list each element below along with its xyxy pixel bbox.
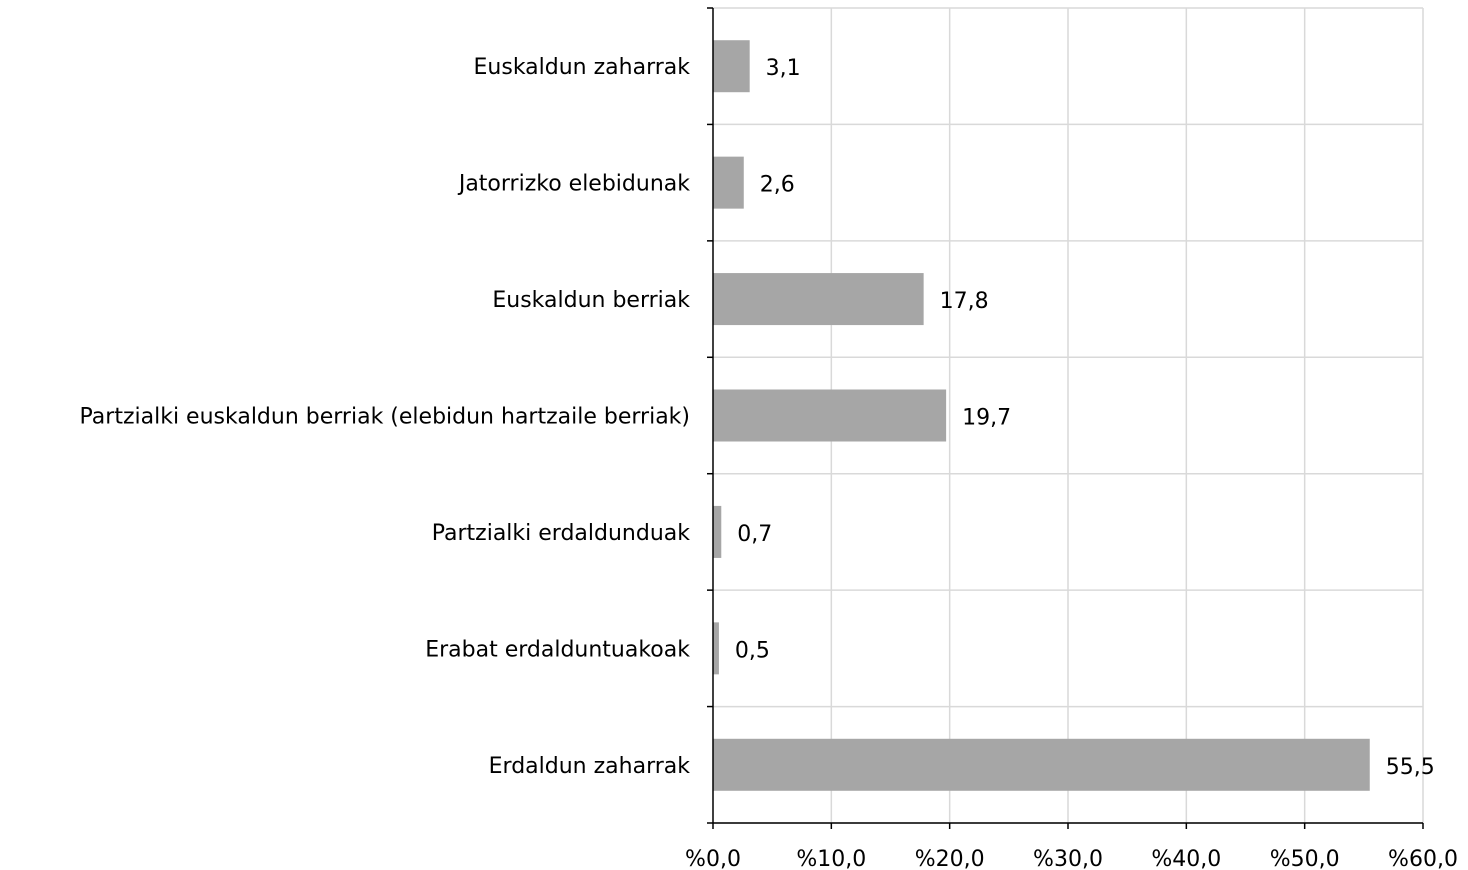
data-label: 0,5 [735,638,770,663]
category-label: Jatorrizko elebidunak [457,172,690,197]
labels: Euskaldun zaharrak 3,1 Jatorrizko elebidun… [80,55,1458,870]
bars [713,40,1370,791]
bar [713,622,719,675]
bar [713,389,947,442]
gridlines [713,7,1424,824]
x-tick-label: %10,0 [796,847,866,870]
data-label: 0,7 [737,522,772,547]
x-tick-label: %30,0 [1033,847,1103,870]
x-tick-label: %40,0 [1151,847,1221,870]
data-label: 2,6 [760,173,795,198]
category-label: Euskaldun berriak [492,288,690,313]
data-label: 55,5 [1386,755,1435,780]
bar [713,738,1370,791]
x-tick-label: %50,0 [1270,847,1340,870]
bar [713,273,924,326]
category-label: Partzialki euskaldun berriak (elebidun h… [80,405,690,430]
data-label: 19,7 [962,406,1011,431]
axes [707,7,1424,829]
category-label: Euskaldun zaharrak [474,55,691,80]
category-label: Erabat erdalduntuakoak [425,637,690,662]
bar [713,505,722,558]
x-tick-label: %60,0 [1388,847,1458,870]
x-tick-label: %20,0 [915,847,985,870]
bar [713,40,750,93]
bar [713,156,744,209]
data-label: 3,1 [766,56,801,81]
category-label: Erdaldun zaharrak [489,754,691,779]
data-label: 17,8 [940,289,989,314]
x-tick-label: %0,0 [685,847,741,870]
category-label: Partzialki erdaldunduak [432,521,691,546]
